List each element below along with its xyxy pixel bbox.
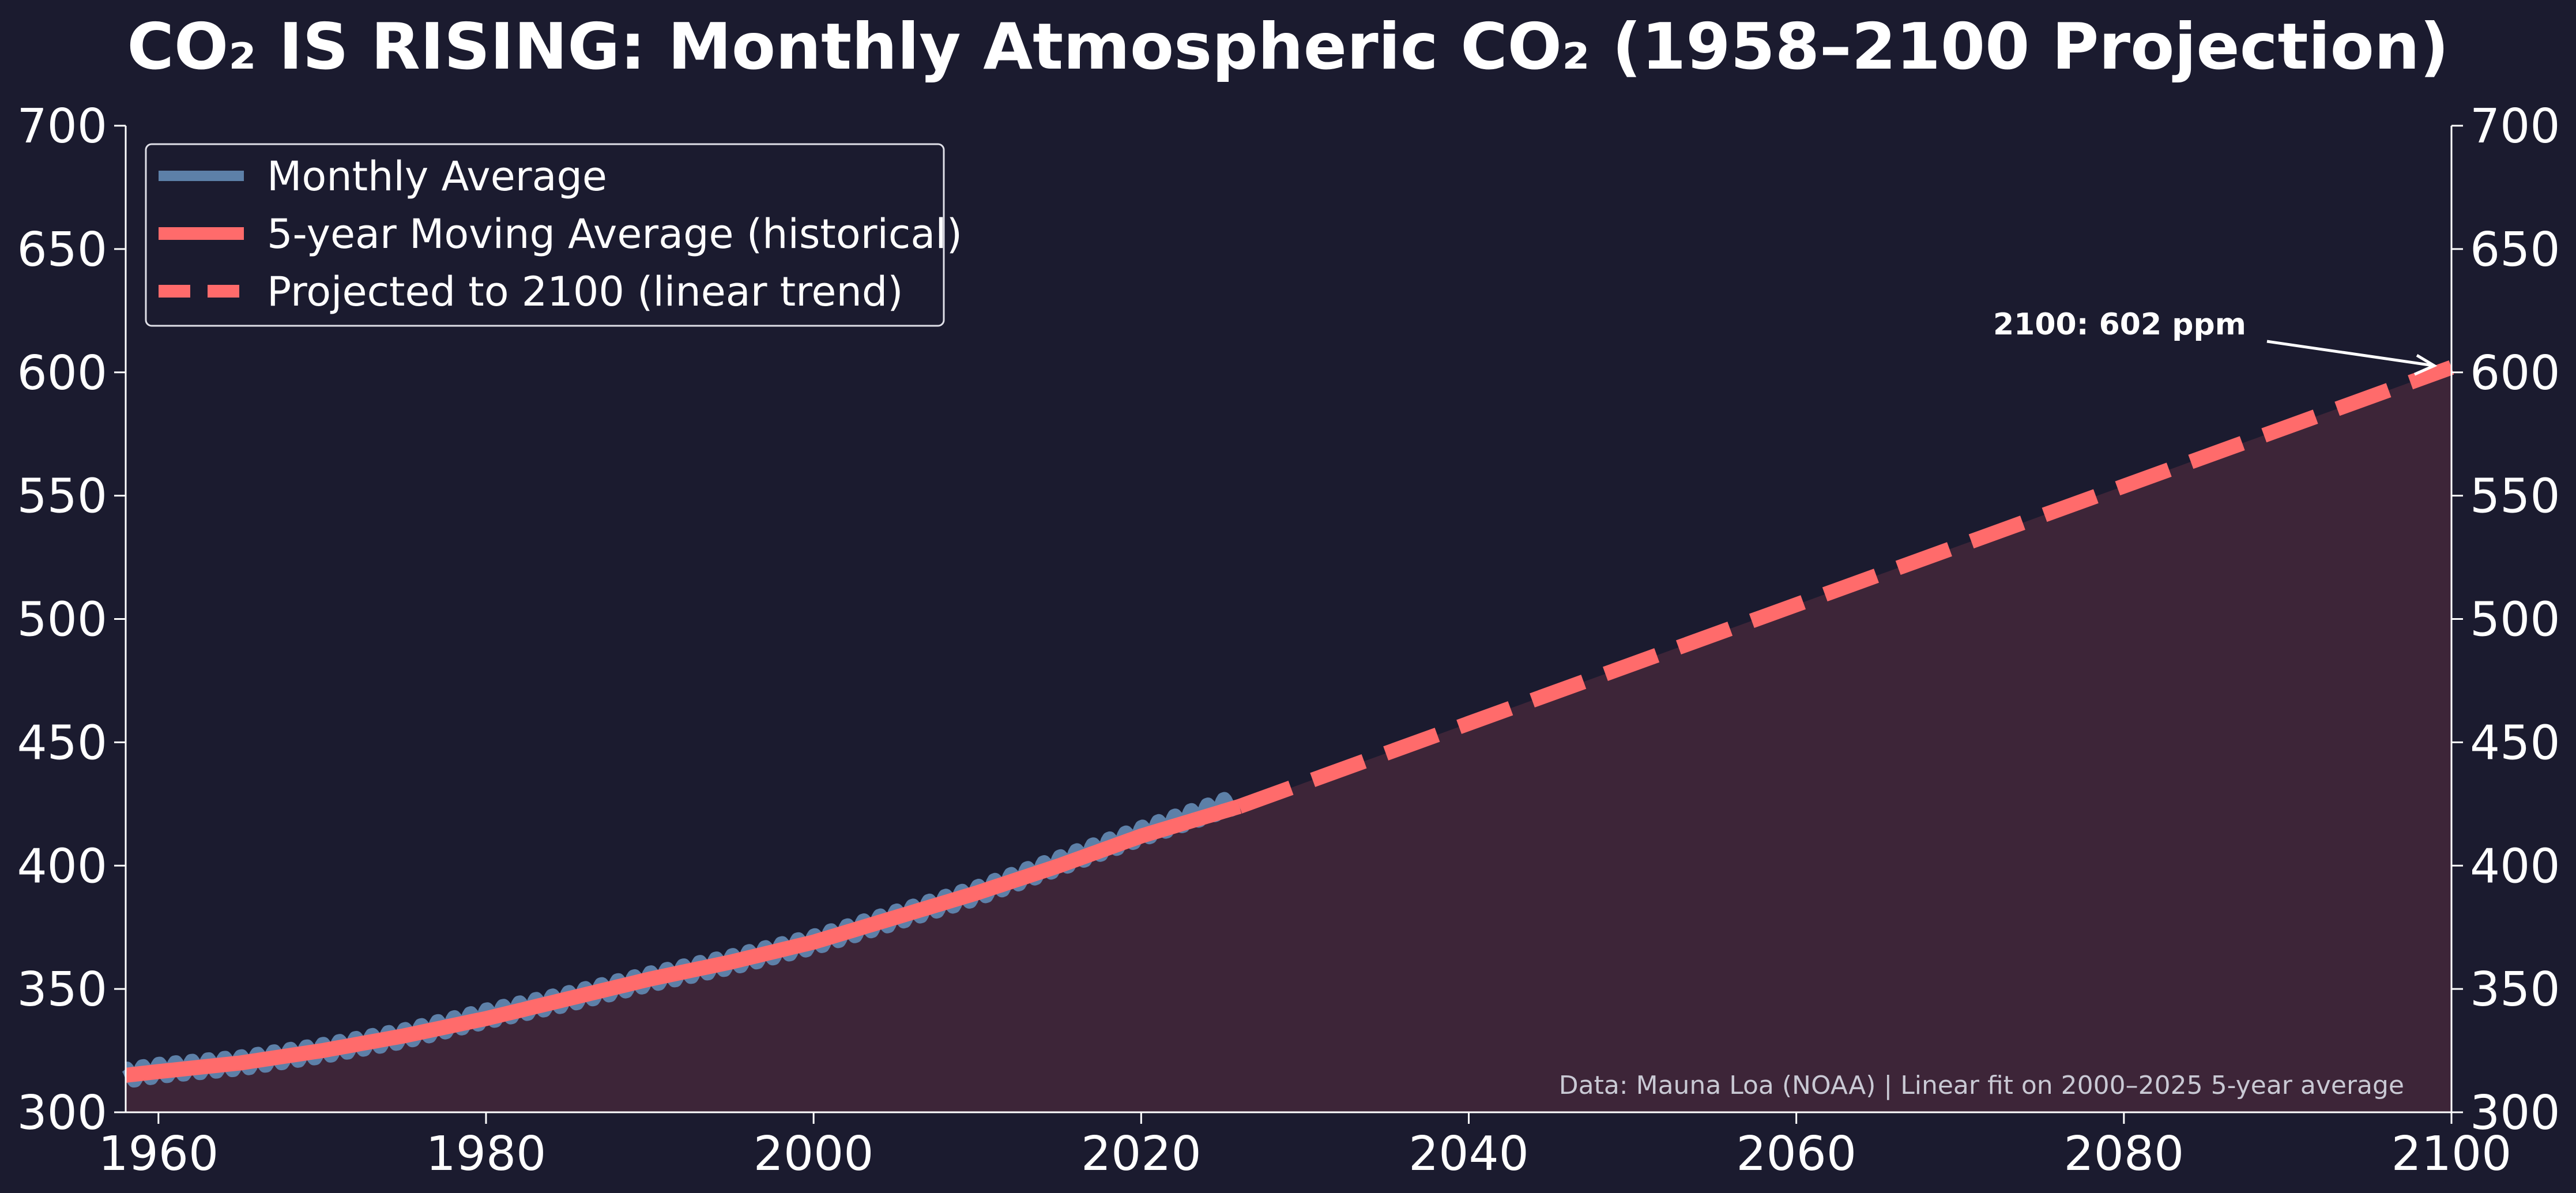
x-tick-label: 1980 (426, 1127, 547, 1181)
y-tick-label-left: 650 (17, 223, 107, 277)
x-tick-label: 2100 (2392, 1127, 2512, 1181)
y-tick-label-right: 350 (2470, 962, 2560, 1017)
x-tick-label: 1960 (98, 1127, 219, 1181)
series-moving-average (122, 799, 1243, 1083)
series-projection (1237, 360, 2454, 814)
x-tick-label: 2020 (1081, 1127, 1202, 1181)
x-tick-label: 2060 (1736, 1127, 1856, 1181)
x-tick-label: 2040 (1408, 1127, 1529, 1181)
projection-fill-area (126, 367, 2451, 1113)
legend-entry-1: 5-year Moving Average (historical) (267, 210, 962, 258)
y-tick-label-left: 550 (17, 469, 107, 524)
x-tick-label: 2080 (2063, 1127, 2184, 1181)
source-note: Data: Mauna Loa (NOAA) | Linear fit on 2… (1559, 1071, 2404, 1100)
y-tick-label-left: 400 (17, 839, 107, 894)
y-tick-label-left: 350 (17, 962, 107, 1017)
y-tick-label-right: 500 (2470, 593, 2560, 648)
y-tick-label-left: 450 (17, 716, 107, 770)
annotation-arrow-head (2413, 354, 2438, 376)
legend-entry-0: Monthly Average (267, 153, 607, 200)
y-tick-label-right: 600 (2470, 346, 2560, 401)
y-tick-label-right: 400 (2470, 839, 2560, 894)
y-tick-label-right: 450 (2470, 716, 2560, 770)
annotation-label: 2100: 602 ppm (1993, 307, 2246, 342)
y-tick-label-left: 500 (17, 593, 107, 648)
legend-box (145, 143, 945, 327)
y-tick-label-right: 700 (2470, 99, 2560, 154)
y-tick-label-left: 600 (17, 346, 107, 401)
y-tick-label-right: 650 (2470, 223, 2560, 277)
y-tick-label-left: 700 (17, 99, 107, 154)
y-tick-label-right: 300 (2470, 1086, 2560, 1141)
y-tick-label-right: 550 (2470, 469, 2560, 524)
x-tick-label: 2000 (754, 1127, 874, 1181)
legend-entry-2: Projected to 2100 (linear trend) (267, 268, 903, 315)
y-tick-label-left: 300 (17, 1086, 107, 1141)
chart-title: CO₂ IS RISING: Monthly Atmospheric CO₂ (… (127, 10, 2449, 84)
annotation-arrow-line (2266, 340, 2435, 367)
